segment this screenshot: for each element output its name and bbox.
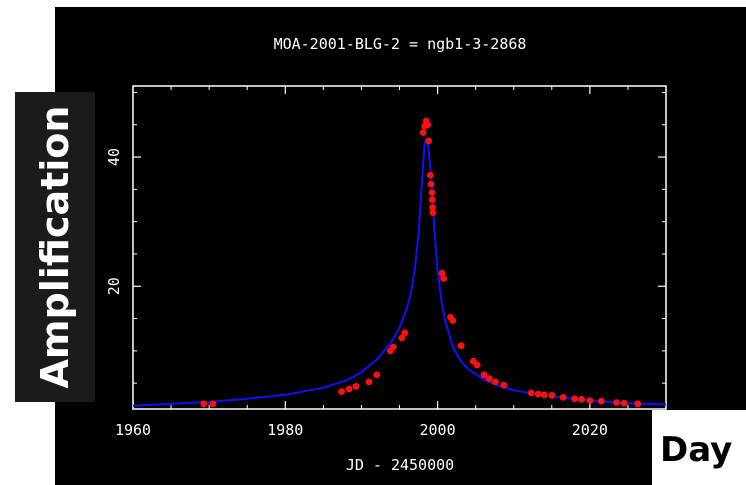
data-point-30 <box>485 375 493 382</box>
data-point-26 <box>457 342 465 350</box>
data-point-23 <box>440 275 448 282</box>
data-point-18 <box>428 189 436 197</box>
data-point-14 <box>424 121 432 129</box>
data-point-29 <box>480 371 488 379</box>
data-point-36 <box>548 392 556 399</box>
data-point-5 <box>365 378 373 386</box>
data-point-8 <box>390 343 397 351</box>
data-point-43 <box>620 399 628 407</box>
y-tick-label-1: 40 <box>105 148 123 166</box>
x-tick-label-0: 1960 <box>115 421 151 439</box>
data-point-31 <box>492 378 499 386</box>
data-point-34 <box>534 390 542 398</box>
x-tick-label-2: 2000 <box>420 421 456 439</box>
data-point-17 <box>427 180 435 188</box>
data-point-1 <box>209 400 217 408</box>
data-point-11 <box>419 129 427 136</box>
data-point-19 <box>428 196 436 204</box>
data-point-35 <box>540 391 548 399</box>
y-axis-label: Amplification <box>33 105 77 389</box>
data-point-41 <box>597 397 605 405</box>
data-point-20 <box>429 204 436 211</box>
x-tick-label-3: 2020 <box>572 421 608 439</box>
plot-frame <box>132 85 667 410</box>
data-point-38 <box>571 395 578 403</box>
x-axis-day-annotation: Day <box>660 430 733 470</box>
y-axis-label-box <box>15 92 95 402</box>
data-point-3 <box>345 385 353 393</box>
data-point-42 <box>613 399 620 406</box>
data-point-16 <box>426 171 434 179</box>
data-point-9 <box>398 334 406 342</box>
observation-points <box>200 117 642 408</box>
data-point-10 <box>401 329 409 337</box>
data-point-0 <box>200 400 208 408</box>
data-point-6 <box>373 371 381 379</box>
x-tick-label-1: 1980 <box>267 421 303 439</box>
data-point-28 <box>473 361 481 369</box>
data-point-2 <box>338 388 345 395</box>
model-curve <box>132 138 667 407</box>
x-axis-label: JD - 2450000 <box>346 456 454 474</box>
data-point-33 <box>527 389 535 397</box>
data-point-4 <box>352 383 360 390</box>
data-point-39 <box>578 395 585 403</box>
day-label-box <box>652 410 746 485</box>
data-point-25 <box>449 317 457 324</box>
data-point-44 <box>634 400 642 408</box>
chart-title: MOA-2001-BLG-2 = ngb1-3-2868 <box>274 35 527 53</box>
data-point-40 <box>586 397 594 404</box>
data-point-22 <box>438 269 446 277</box>
data-point-32 <box>500 381 508 389</box>
y-tick-label-0: 20 <box>105 277 123 295</box>
data-point-37 <box>559 394 567 401</box>
data-point-15 <box>425 137 433 145</box>
model-line <box>132 138 667 407</box>
data-point-21 <box>429 209 437 217</box>
